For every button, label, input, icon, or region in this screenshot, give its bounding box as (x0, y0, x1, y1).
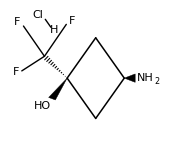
Text: HO: HO (34, 101, 51, 111)
Text: F: F (13, 67, 19, 77)
Text: F: F (69, 16, 75, 26)
Polygon shape (49, 78, 67, 100)
Text: H: H (50, 25, 59, 35)
Text: Cl: Cl (32, 10, 43, 20)
Text: F: F (14, 17, 20, 27)
Text: NH: NH (137, 73, 154, 83)
Polygon shape (124, 74, 135, 82)
Text: 2: 2 (154, 77, 160, 86)
